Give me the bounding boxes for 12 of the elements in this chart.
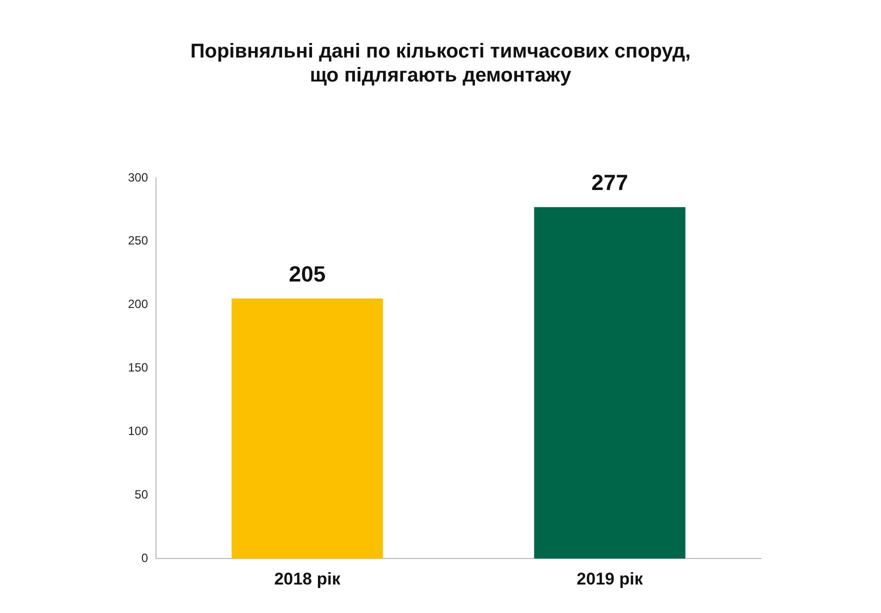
y-tick-label: 0 [141, 550, 148, 565]
x-tick-label: 2019 рік [576, 569, 644, 588]
y-tick-label: 200 [128, 297, 148, 312]
y-tick-label: 50 [134, 487, 148, 502]
y-tick-label: 300 [128, 170, 148, 184]
chart-title: Порівняльні дані по кількості тимчасових споруд, що підлягають демонтажу [190, 40, 691, 87]
y-tick-label: 250 [128, 234, 148, 248]
y-tick-label: 150 [128, 360, 148, 375]
y-tick-label: 100 [128, 424, 148, 438]
x-tick-label: 2018 рік [274, 569, 341, 588]
data-label: 205 [288, 262, 326, 287]
data-label: 277 [591, 170, 628, 196]
